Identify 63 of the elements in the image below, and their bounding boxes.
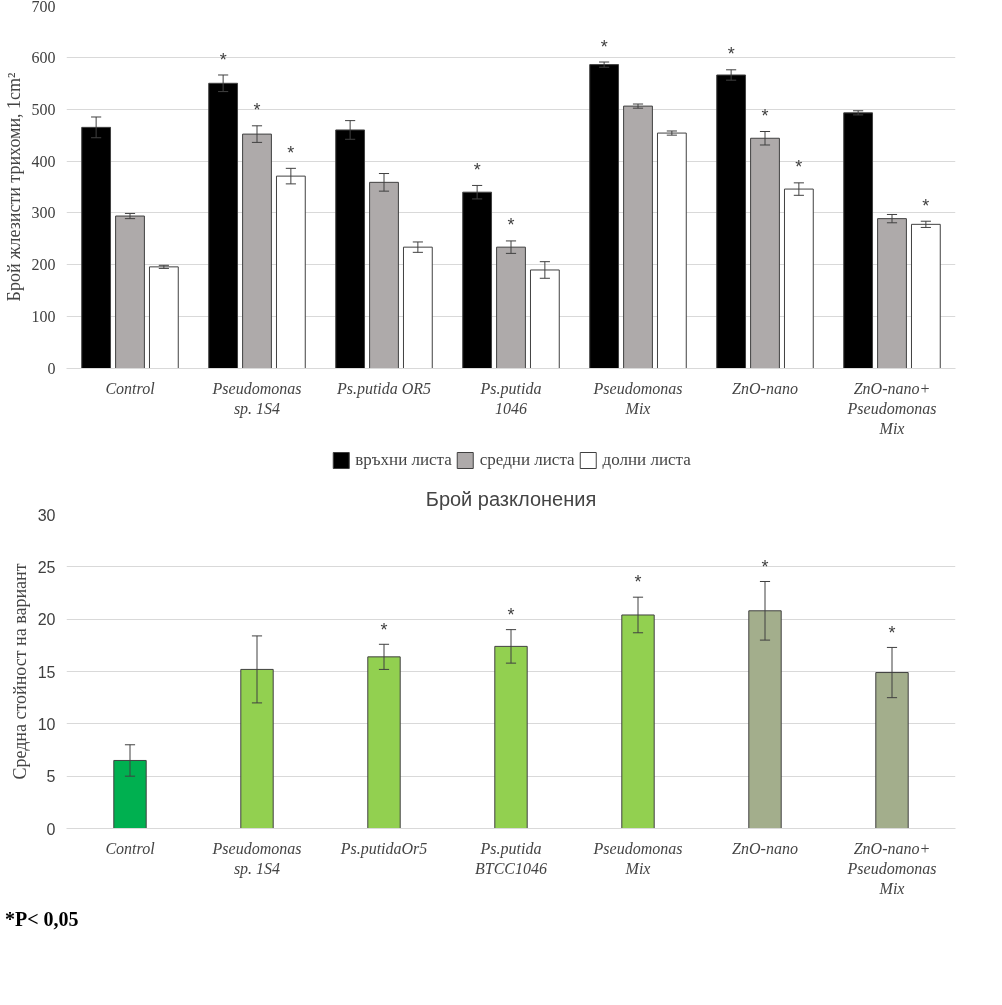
data-label: * bbox=[761, 556, 769, 577]
y-tick-label: 700 bbox=[31, 0, 56, 15]
y-tick-label: 200 bbox=[31, 256, 56, 274]
x-tick-label: Pseudomonas sp. 1S4 bbox=[211, 839, 302, 878]
x-tick-label: ZnO-nano bbox=[732, 839, 798, 857]
data-label: * bbox=[287, 142, 295, 163]
data-label: * bbox=[922, 195, 930, 216]
bar bbox=[843, 112, 874, 369]
data-label: * bbox=[727, 44, 735, 65]
x-tick-label: Pseudomonas Mix bbox=[592, 379, 683, 417]
data-label: * bbox=[507, 215, 515, 236]
y-tick-label: 20 bbox=[37, 611, 56, 629]
bar bbox=[656, 132, 687, 369]
y-tick-label: 25 bbox=[37, 558, 56, 576]
bar bbox=[910, 223, 941, 369]
text: *P< 0,05 bbox=[5, 907, 79, 932]
y-axis-title: Брой жлезисти трихоми, 1cm² bbox=[3, 72, 24, 302]
y-tick-label: 30 bbox=[37, 506, 56, 524]
x-tick-label: Ps.putida OR5 bbox=[335, 379, 432, 398]
x-tick-label: Ps.putidaOr5 bbox=[339, 839, 428, 858]
data-label: * bbox=[600, 36, 608, 57]
y-axis-title: Средна стойност на вариант bbox=[9, 563, 30, 780]
x-tick-label: ZnO-nano+ Pseudomonas Mix bbox=[846, 379, 937, 438]
data-label: * bbox=[795, 157, 803, 178]
y-tick-label: 0 bbox=[47, 360, 56, 377]
bar bbox=[716, 74, 747, 369]
bar bbox=[623, 105, 653, 369]
y-tick-label: 500 bbox=[31, 100, 56, 118]
x-tick-label: ZnO-nano bbox=[732, 379, 798, 397]
chart-title: Брой разклонения bbox=[425, 487, 597, 510]
data-label: * bbox=[253, 100, 261, 121]
data-label: * bbox=[507, 604, 515, 625]
data-label: * bbox=[888, 622, 896, 643]
legend-label: долни листа bbox=[602, 450, 691, 470]
bar bbox=[148, 266, 179, 369]
x-tick-label: Control bbox=[105, 379, 156, 397]
data-label: * bbox=[634, 572, 642, 593]
x-tick-label: Control bbox=[105, 839, 156, 857]
bar bbox=[783, 188, 814, 369]
bar bbox=[877, 218, 907, 369]
legend-label: връхни листа bbox=[355, 450, 452, 470]
bar bbox=[496, 246, 526, 369]
bar bbox=[115, 215, 145, 369]
y-tick-label: 15 bbox=[37, 663, 56, 681]
y-tick-label: 10 bbox=[37, 715, 56, 733]
x-tick-label: Ps.putida BTCC1046 bbox=[474, 839, 548, 877]
bar bbox=[589, 64, 620, 369]
data-label: * bbox=[219, 49, 227, 70]
y-tick-label: 400 bbox=[31, 152, 56, 170]
y-tick-label: 100 bbox=[31, 308, 56, 326]
data-label: * bbox=[380, 619, 388, 640]
bar bbox=[402, 246, 433, 369]
y-tick-label: 0 bbox=[46, 820, 56, 838]
data-label: * bbox=[761, 106, 769, 127]
x-tick-label: Pseudomonas Mix bbox=[592, 839, 683, 877]
data-label: * bbox=[473, 160, 481, 180]
x-tick-label: Pseudomonas sp. 1S4 bbox=[211, 379, 302, 418]
x-tick-label: ZnO-nano+ Pseudomonas Mix bbox=[846, 839, 937, 898]
x-tick-label: Ps.putida 1046 bbox=[479, 379, 542, 417]
y-tick-label: 5 bbox=[46, 768, 56, 786]
y-tick-label: 600 bbox=[31, 48, 56, 66]
y-tick-label: 300 bbox=[31, 204, 56, 222]
legend-label: средни листа bbox=[479, 450, 575, 470]
